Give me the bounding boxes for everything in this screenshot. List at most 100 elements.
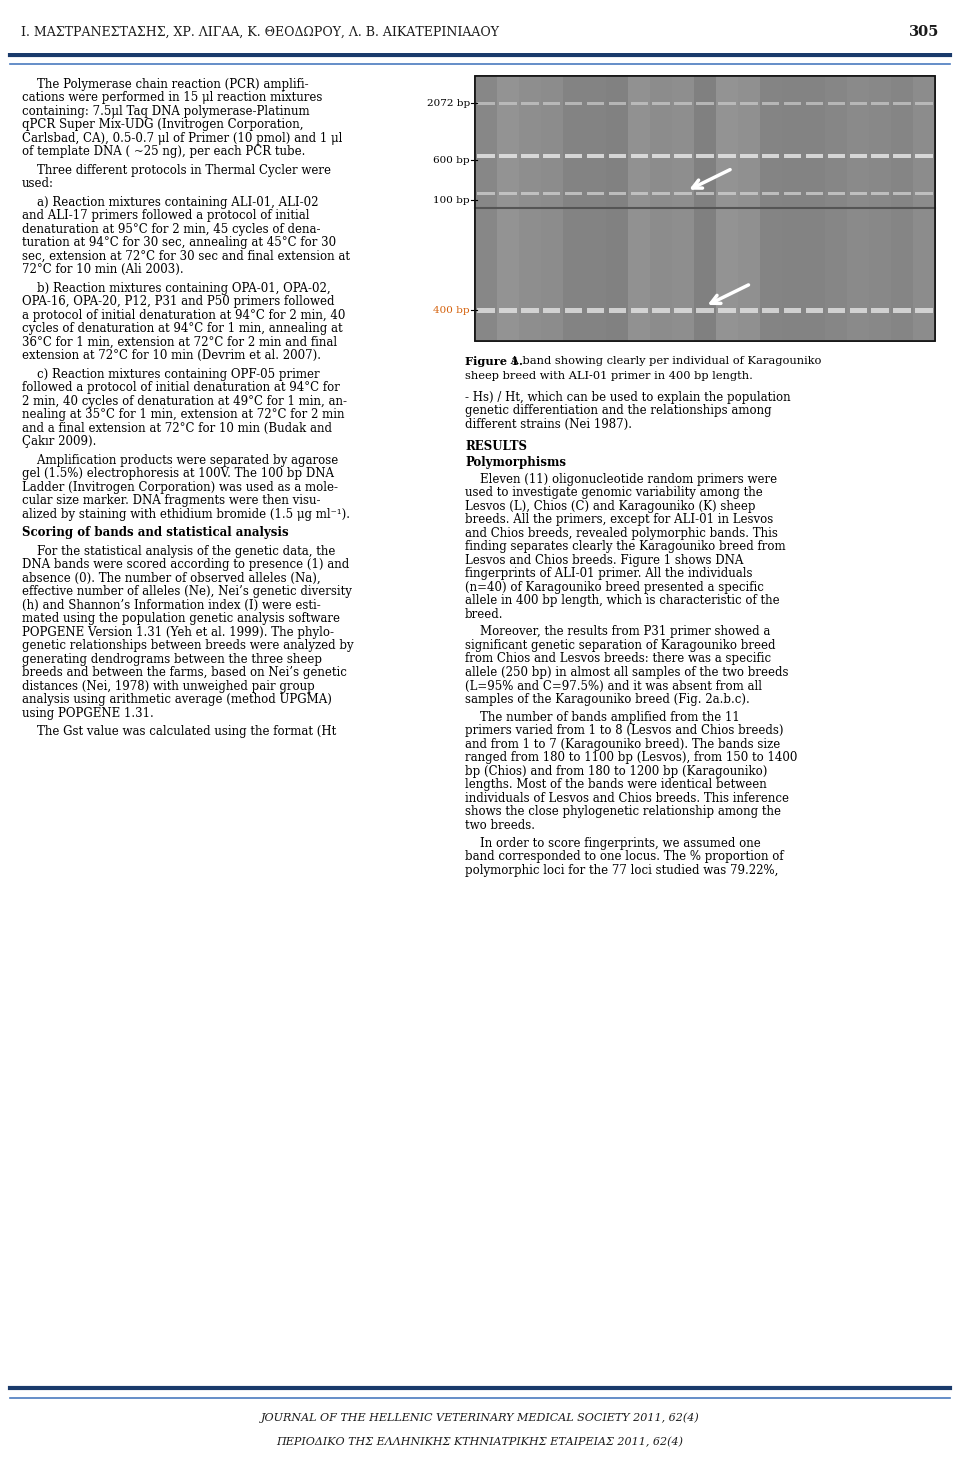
Bar	[631, 191, 648, 196]
Text: using POPGENE 1.31.: using POPGENE 1.31.	[22, 706, 154, 719]
Bar	[915, 308, 933, 312]
Text: Moreover, the results from P31 primer showed a: Moreover, the results from P31 primer sh…	[465, 626, 770, 639]
Bar	[784, 308, 802, 312]
Bar	[499, 191, 516, 196]
Text: from Chios and Lesvos breeds: there was a specific: from Chios and Lesvos breeds: there was …	[465, 652, 771, 665]
Bar	[609, 191, 626, 196]
Bar	[564, 308, 583, 312]
Bar	[718, 102, 735, 105]
Text: absence (0). The number of observed alleles (Na),: absence (0). The number of observed alle…	[22, 572, 321, 585]
Bar	[828, 308, 845, 312]
Text: b) Reaction mixtures containing OPA-01, OPA-02,: b) Reaction mixtures containing OPA-01, …	[22, 282, 330, 295]
Text: samples of the Karagouniko breed (Fig. 2a.b.c).: samples of the Karagouniko breed (Fig. 2…	[465, 693, 750, 706]
Text: followed a protocol of initial denaturation at 94°C for: followed a protocol of initial denaturat…	[22, 381, 340, 394]
Bar	[828, 191, 845, 196]
Text: generating dendrograms between the three sheep: generating dendrograms between the three…	[22, 652, 322, 665]
Bar	[499, 155, 516, 159]
Bar	[609, 102, 626, 105]
Bar	[650, 76, 672, 340]
Text: gel (1.5%) electrophoresis at 100V. The 100 bp DNA: gel (1.5%) electrophoresis at 100V. The …	[22, 467, 334, 480]
Bar	[696, 102, 714, 105]
Text: Lesvos (L), Chios (C) and Karagouniko (K) sheep: Lesvos (L), Chios (C) and Karagouniko (K…	[465, 499, 756, 512]
Bar	[653, 102, 670, 105]
Text: containing: 7.5μl Taq DNA polymerase-Platinum: containing: 7.5μl Taq DNA polymerase-Pla…	[22, 105, 310, 118]
Text: Scoring of bands and statistical analysis: Scoring of bands and statistical analysi…	[22, 527, 289, 540]
Bar	[631, 155, 648, 159]
Text: I. ΜΑΣΤΡΑΝΕΣΤΑΣΗΣ, ΧΡ. ΛΙΓΑΑ, Κ. ΘΕΟΔΩΡΟΥ, Λ. Β. ΑΙΚΑΤΕΡΙΝΙΑΑΟΥ: I. ΜΑΣΤΡΑΝΕΣΤΑΣΗΣ, ΧΡ. ΛΙΓΑΑ, Κ. ΘΕΟΔΩΡΟ…	[21, 26, 499, 38]
Bar	[477, 308, 494, 312]
Text: 600 bp: 600 bp	[433, 156, 470, 165]
Text: Amplification products were separated by agarose: Amplification products were separated by…	[22, 454, 338, 467]
Text: breeds and between the farms, based on Nei’s genetic: breeds and between the farms, based on N…	[22, 667, 347, 678]
Text: 305: 305	[908, 25, 939, 39]
Bar	[872, 308, 889, 312]
Text: 36°C for 1 min, extension at 72°C for 2 min and final: 36°C for 1 min, extension at 72°C for 2 …	[22, 336, 337, 349]
Text: and from 1 to 7 (Karagouniko breed). The bands size: and from 1 to 7 (Karagouniko breed). The…	[465, 738, 780, 751]
Bar	[718, 308, 735, 312]
Text: different strains (Nei 1987).: different strains (Nei 1987).	[465, 417, 632, 430]
Text: OPA-16, OPA-20, P12, P31 and P50 primers followed: OPA-16, OPA-20, P12, P31 and P50 primers…	[22, 295, 334, 308]
Text: The number of bands amplified from the 11: The number of bands amplified from the 1…	[465, 711, 740, 724]
Bar	[759, 76, 781, 340]
Bar	[784, 102, 802, 105]
Bar	[543, 102, 561, 105]
Bar	[540, 76, 563, 340]
Text: Polymorphisms: Polymorphisms	[465, 457, 566, 470]
Bar	[563, 76, 585, 340]
Bar	[762, 102, 780, 105]
Bar	[564, 155, 583, 159]
Bar	[738, 76, 759, 340]
Bar	[499, 308, 516, 312]
Text: turation at 94°C for 30 sec, annealing at 45°C for 30: turation at 94°C for 30 sec, annealing a…	[22, 236, 336, 249]
Bar	[587, 102, 604, 105]
Text: sec, extension at 72°C for 30 sec and final extension at: sec, extension at 72°C for 30 sec and fi…	[22, 249, 350, 263]
Bar	[653, 155, 670, 159]
Bar	[718, 155, 735, 159]
Text: finding separates clearly the Karagouniko breed from: finding separates clearly the Karagounik…	[465, 540, 785, 553]
Bar	[696, 155, 714, 159]
Text: individuals of Lesvos and Chios breeds. This inference: individuals of Lesvos and Chios breeds. …	[465, 792, 789, 805]
Text: Çakır 2009).: Çakır 2009).	[22, 435, 96, 448]
Text: a) Reaction mixtures containing ALI-01, ALI-02: a) Reaction mixtures containing ALI-01, …	[22, 196, 319, 209]
Text: alized by staining with ethidium bromide (1.5 μg ml⁻¹).: alized by staining with ethidium bromide…	[22, 508, 350, 521]
Text: breeds. All the primers, except for ALI-01 in Lesvos: breeds. All the primers, except for ALI-…	[465, 514, 773, 527]
Bar	[850, 308, 867, 312]
Text: genetic differentiation and the relationships among: genetic differentiation and the relation…	[465, 404, 772, 417]
Text: JOURNAL OF THE HELLENIC VETERINARY MEDICAL SOCIETY 2011, 62(4): JOURNAL OF THE HELLENIC VETERINARY MEDIC…	[260, 1412, 700, 1423]
Bar	[543, 191, 561, 196]
Bar	[740, 155, 757, 159]
Bar	[915, 155, 933, 159]
Text: 100 bp: 100 bp	[433, 196, 470, 204]
Bar	[609, 155, 626, 159]
Text: In order to score fingerprints, we assumed one: In order to score fingerprints, we assum…	[465, 836, 760, 849]
Bar	[894, 191, 911, 196]
Bar	[762, 191, 780, 196]
Text: (h) and Shannon’s Information index (I) were esti-: (h) and Shannon’s Information index (I) …	[22, 598, 321, 611]
Text: mated using the population genetic analysis software: mated using the population genetic analy…	[22, 613, 340, 624]
Bar	[653, 191, 670, 196]
Bar	[894, 308, 911, 312]
Text: 2072 bp: 2072 bp	[427, 99, 470, 108]
Text: For the statistical analysis of the genetic data, the: For the statistical analysis of the gene…	[22, 544, 335, 557]
Bar	[913, 76, 935, 340]
Bar	[696, 308, 714, 312]
Bar	[607, 76, 629, 340]
Bar	[872, 155, 889, 159]
Text: bp (Chios) and from 180 to 1200 bp (Karagouniko): bp (Chios) and from 180 to 1200 bp (Kara…	[465, 765, 767, 778]
Text: qPCR Super Mix-UDG (Invitrogen Corporation,: qPCR Super Mix-UDG (Invitrogen Corporati…	[22, 118, 303, 131]
Bar	[915, 102, 933, 105]
Bar	[870, 76, 891, 340]
Bar	[872, 102, 889, 105]
Bar	[850, 191, 867, 196]
Text: Figure 1.: Figure 1.	[465, 356, 523, 366]
Bar	[850, 102, 867, 105]
Bar	[543, 308, 561, 312]
Bar	[477, 102, 494, 105]
Bar	[784, 191, 802, 196]
Bar	[475, 76, 935, 340]
Bar	[894, 155, 911, 159]
Text: The Gst value was calculated using the format (Ht: The Gst value was calculated using the f…	[22, 725, 336, 738]
Bar	[543, 155, 561, 159]
Text: Carlsbad, CA), 0.5-0.7 μl of Primer (10 pmol) and 1 μl: Carlsbad, CA), 0.5-0.7 μl of Primer (10 …	[22, 131, 343, 144]
Bar	[762, 308, 780, 312]
